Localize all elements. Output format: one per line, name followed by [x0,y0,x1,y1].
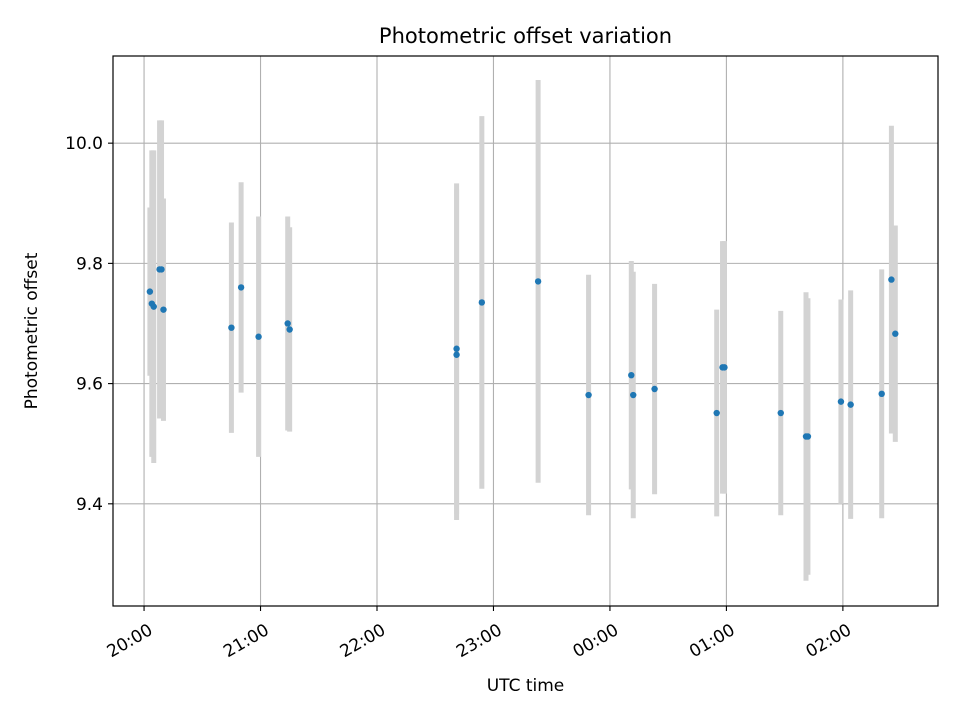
data-point [585,391,592,399]
x-tick-label: 23:00 [453,620,505,662]
x-tick-label: 22:00 [337,620,389,662]
data-point [237,284,245,291]
data-point [150,303,157,310]
error-bars [147,80,898,581]
data-point [628,371,635,379]
x-axis-ticks: 20:00 21:00 22:00 23:00 00:00 01:00 02:00 [104,606,855,662]
x-tick-label: 20:00 [104,620,156,662]
data-points [146,266,899,440]
data-point [146,288,154,295]
x-tick-label: 01:00 [686,620,738,662]
x-axis-label: UTC time [487,676,565,696]
y-tick-label: 9.6 [76,375,103,395]
data-point [255,333,262,340]
x-tick-label: 21:00 [220,620,272,662]
data-point [837,398,845,405]
data-point [453,351,460,358]
data-point [804,433,812,440]
x-tick-label: 00:00 [570,620,622,662]
data-point [534,278,542,285]
data-point [721,364,728,371]
data-point [453,345,460,352]
data-point [878,390,885,398]
y-axis-label: Photometric offset [22,252,42,409]
y-tick-label: 9.8 [76,254,103,274]
plot-frame [112,55,939,607]
grid [113,56,938,606]
y-tick-label: 10.0 [65,134,103,154]
data-point [160,306,167,313]
x-tick-label: 02:00 [803,620,855,662]
data-point [286,326,293,333]
data-point [478,299,486,306]
data-point [777,409,784,417]
data-point [284,320,291,327]
data-point [888,276,895,283]
y-axis-ticks: 9.4 9.6 9.8 10.0 [65,134,113,515]
y-tick-label: 9.4 [76,495,103,515]
data-point [228,324,235,331]
chart-title: Photometric offset variation [379,24,672,48]
data-point [630,391,637,399]
data-point [847,401,854,408]
data-point [651,385,658,393]
data-point [158,266,165,273]
data-point [892,330,899,337]
data-point [713,409,720,417]
